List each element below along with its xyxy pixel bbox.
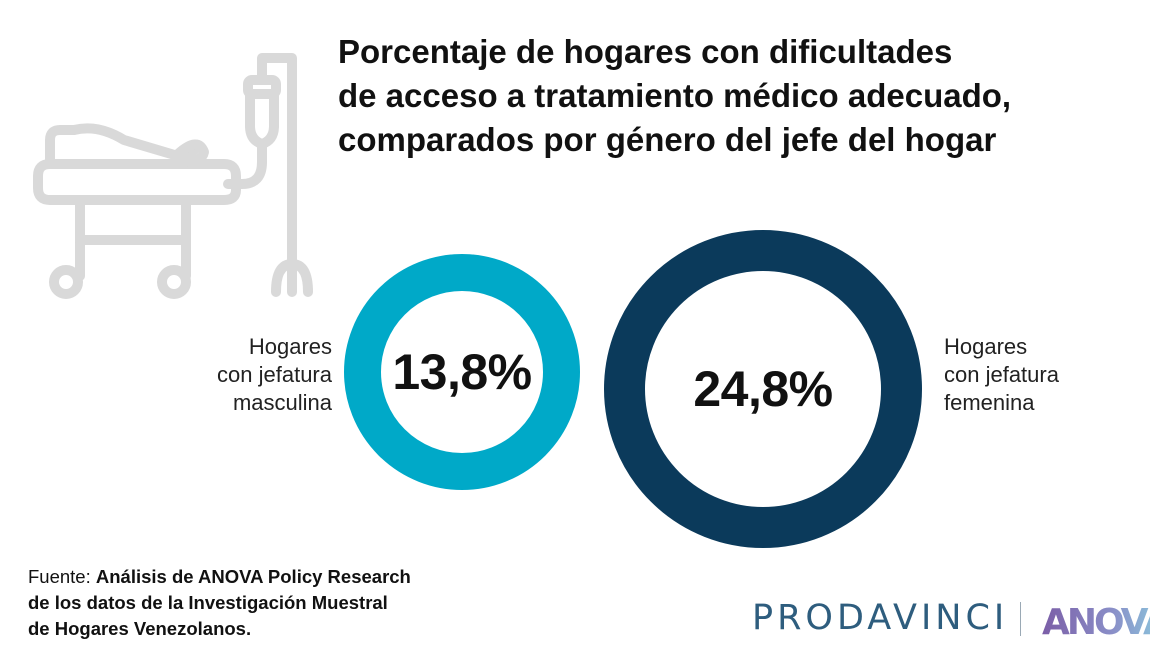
- label-femenina-line-1: Hogares: [944, 334, 1028, 359]
- source-note: Fuente: Análisis de ANOVA Policy Researc…: [28, 564, 448, 642]
- source-text-3: de Hogares Venezolanos.: [28, 618, 252, 639]
- prodavinci-logo: PRODAVINCI: [752, 598, 1009, 638]
- label-femenina-line-3: femenina: [944, 390, 1035, 415]
- source-prefix: Fuente:: [28, 566, 96, 587]
- anova-logo: ANOVA: [1042, 602, 1150, 640]
- source-text-1: Análisis de ANOVA Policy Research: [95, 566, 411, 587]
- label-masculina: Hogares con jefatura masculina: [180, 333, 332, 417]
- label-masculina-line-2: con jefatura: [217, 362, 332, 387]
- value-femenina: 24,8%: [693, 361, 833, 417]
- chart-title-line-1: Porcentaje de hogares con dificultades: [338, 33, 953, 70]
- logo-divider: [1020, 602, 1021, 636]
- hospital-bed-iv-icon: [33, 53, 313, 299]
- donut-femenina: 24,8%: [604, 230, 922, 548]
- donut-masculina: 13,8%: [344, 254, 580, 490]
- label-femenina: Hogares con jefatura femenina: [944, 333, 1124, 417]
- label-femenina-line-2: con jefatura: [944, 362, 1059, 387]
- source-line-1: Fuente: Análisis de ANOVA Policy Researc…: [28, 564, 448, 590]
- label-masculina-line-3: masculina: [232, 390, 332, 415]
- value-masculina: 13,8%: [392, 344, 532, 400]
- chart-title: Porcentaje de hogares con dificultades d…: [338, 30, 1098, 162]
- chart-title-line-2: de acceso a tratamiento médico adecuado,: [338, 77, 1012, 114]
- label-masculina-line-1: Hogares: [248, 334, 332, 359]
- source-text-2: de los datos de la Investigación Muestra…: [28, 592, 388, 613]
- anova-logo-text: ANOVA: [1042, 602, 1150, 640]
- chart-title-line-3: comparados por género del jefe del hogar: [338, 121, 997, 158]
